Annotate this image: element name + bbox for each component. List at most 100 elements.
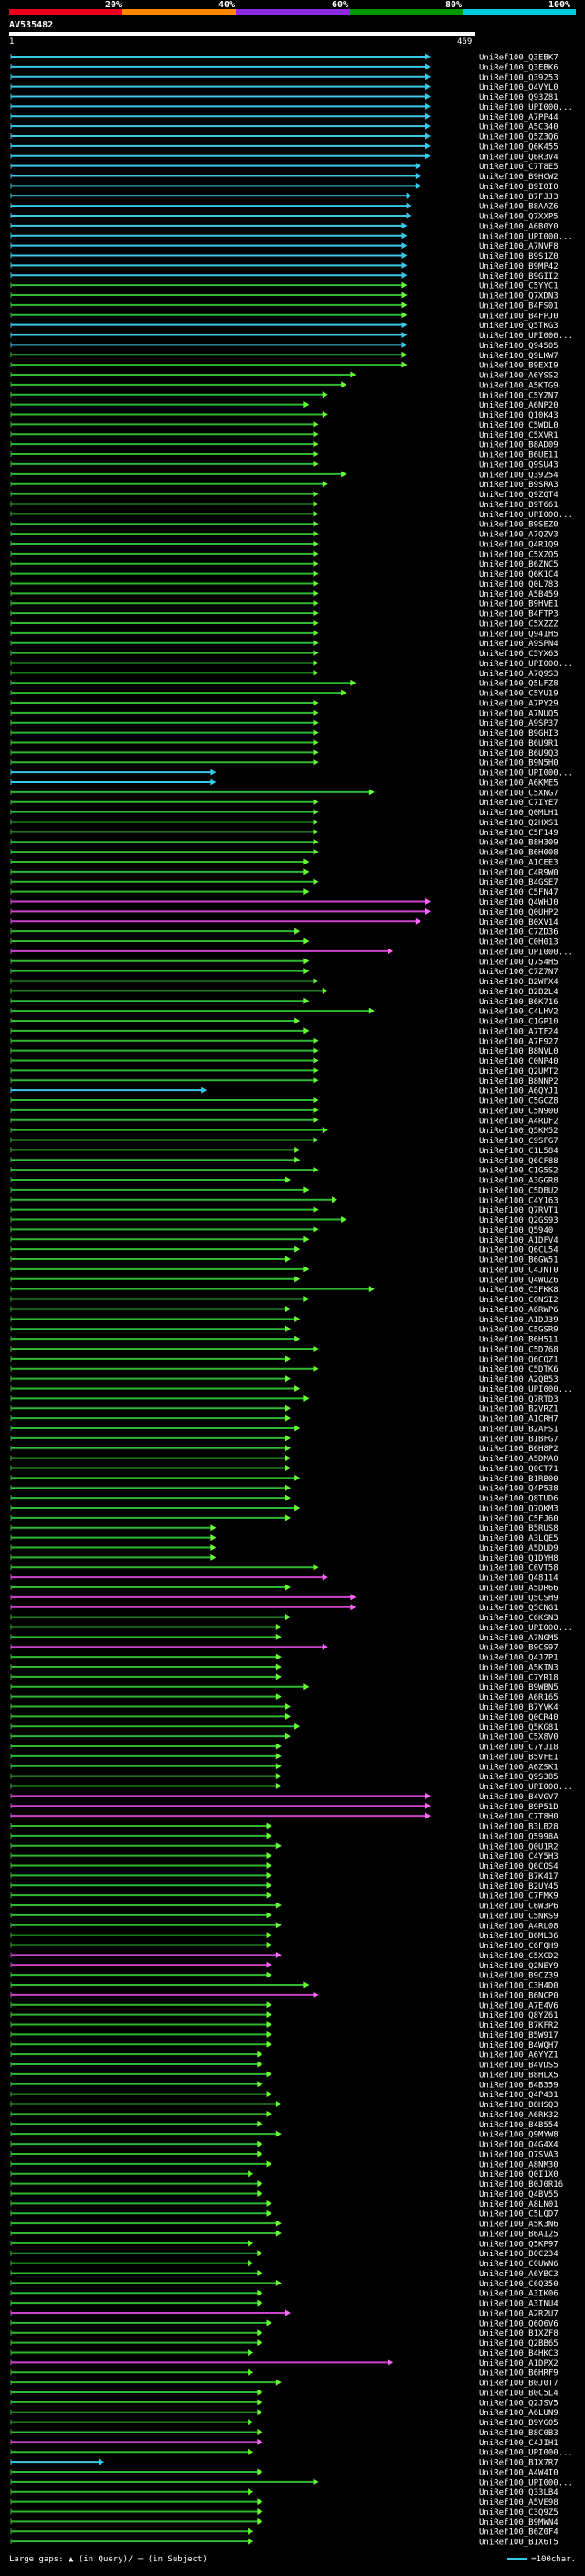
hit-row[interactable]: UniRef100_Q94IH5: [10, 630, 558, 639]
hit-label[interactable]: UniRef100_C0H013: [479, 938, 558, 948]
hit-label[interactable]: UniRef100_B0J0T7: [479, 2380, 558, 2389]
hit-row[interactable]: UniRef100_C5X8V0: [10, 1733, 558, 1743]
hit-row[interactable]: UniRef100_B6H8P2: [10, 1445, 558, 1454]
hit-row[interactable]: UniRef100_A2R2U7: [10, 2309, 558, 2318]
hit-row[interactable]: UniRef100_C5DBU2: [10, 1186, 558, 1195]
hit-row[interactable]: UniRef100_Q4WHJ0: [10, 898, 558, 907]
hit-row[interactable]: UniRef100_UPI000...: [10, 948, 573, 957]
hit-label[interactable]: UniRef100_Q7SVA3: [479, 2150, 558, 2159]
hit-row[interactable]: UniRef100_Q0U1R2: [10, 1842, 558, 1851]
hit-row[interactable]: UniRef100_B1RB00: [10, 1474, 558, 1484]
hit-label[interactable]: UniRef100_A1DPX2: [479, 2359, 558, 2369]
hit-label[interactable]: UniRef100_B8NVL0: [479, 1047, 558, 1056]
hit-row[interactable]: UniRef100_B7YVK4: [10, 1702, 558, 1712]
hit-label[interactable]: UniRef100_Q754H5: [479, 958, 558, 967]
hit-row[interactable]: UniRef100_B9P51D: [10, 1802, 558, 1812]
hit-row[interactable]: UniRef100_Q5940: [10, 1225, 553, 1235]
hit-label[interactable]: UniRef100_Q4P431: [479, 2091, 558, 2100]
hit-label[interactable]: UniRef100_C6FQH9: [479, 1942, 558, 1951]
hit-row[interactable]: UniRef100_Q6CL54: [10, 1246, 558, 1256]
hit-row[interactable]: UniRef100_Q9MYW8: [10, 2130, 558, 2140]
hit-label[interactable]: UniRef100_B6K716: [479, 998, 558, 1007]
hit-label[interactable]: UniRef100_B1RB00: [479, 1475, 558, 1484]
hit-row[interactable]: UniRef100_C5YU19: [10, 689, 558, 699]
hit-row[interactable]: UniRef100_B6GW51: [10, 1256, 558, 1266]
hit-label[interactable]: UniRef100_B6HRF9: [479, 2369, 558, 2379]
hit-row[interactable]: UniRef100_C6W3P6: [10, 1902, 558, 1912]
hit-label[interactable]: UniRef100_B7KFR2: [479, 2021, 558, 2030]
hit-label[interactable]: UniRef100_C5WDL0: [479, 421, 558, 430]
hit-row[interactable]: UniRef100_C4Y163: [10, 1196, 558, 1205]
hit-label[interactable]: UniRef100_C5NKS9: [479, 1912, 558, 1921]
hit-row[interactable]: UniRef100_C4LHV2: [10, 1007, 558, 1017]
hit-row[interactable]: UniRef100_Q6CF88: [10, 1156, 558, 1166]
hit-label[interactable]: UniRef100_C5XZQ5: [479, 550, 558, 559]
hit-row[interactable]: UniRef100_C5YX63: [10, 650, 558, 659]
hit-label[interactable]: UniRef100_B6ZNC5: [479, 560, 558, 569]
hit-row[interactable]: UniRef100_B0C5L4: [10, 2389, 558, 2398]
hit-row[interactable]: UniRef100_UPI000...: [10, 1384, 573, 1394]
hit-label[interactable]: UniRef100_C7YJ18: [479, 1744, 558, 1753]
hit-row[interactable]: UniRef100_C7T8E5: [10, 163, 558, 172]
hit-row[interactable]: UniRef100_Q2HXS1: [10, 818, 558, 828]
hit-row[interactable]: UniRef100_B9I0I0: [10, 182, 558, 192]
hit-row[interactable]: UniRef100_C5XNG7: [10, 789, 558, 798]
hit-row[interactable]: UniRef100_B3LB28: [10, 1822, 558, 1832]
hit-row[interactable]: UniRef100_B6ZNC5: [10, 560, 558, 569]
hit-row[interactable]: UniRef100_A6ZSK1: [10, 1763, 558, 1772]
hit-row[interactable]: UniRef100_Q0L783: [10, 579, 558, 589]
hit-row[interactable]: UniRef100_B9SEZ0: [10, 520, 558, 530]
hit-label[interactable]: UniRef100_C5D768: [479, 1345, 558, 1354]
hit-label[interactable]: UniRef100_A6YYZ1: [479, 2051, 558, 2061]
hit-row[interactable]: UniRef100_Q5CSH9: [10, 1594, 558, 1603]
hit-row[interactable]: UniRef100_B2UY45: [10, 1882, 558, 1892]
hit-row[interactable]: UniRef100_B0J0R16: [10, 2180, 563, 2189]
hit-label[interactable]: UniRef100_UPI000...: [479, 232, 573, 241]
hit-row[interactable]: UniRef100_A6R165: [10, 1693, 558, 1702]
hit-row[interactable]: UniRef100_C7FMK9: [10, 1892, 558, 1902]
hit-label[interactable]: UniRef100_B2UY45: [479, 1882, 558, 1892]
hit-label[interactable]: UniRef100_A3LQE5: [479, 1534, 558, 1543]
hit-label[interactable]: UniRef100_C5YX63: [479, 650, 558, 659]
hit-row[interactable]: UniRef100_C7YJ18: [10, 1743, 558, 1753]
hit-label[interactable]: UniRef100_B8H309: [479, 839, 558, 848]
hit-row[interactable]: UniRef100_B8NNP2: [10, 1076, 558, 1087]
hit-row[interactable]: UniRef100_Q4VYL0: [10, 83, 558, 92]
hit-label[interactable]: UniRef100_A1CEE3: [479, 858, 558, 867]
hit-label[interactable]: UniRef100_B9MWN4: [479, 2518, 558, 2528]
hit-label[interactable]: UniRef100_Q4J7P1: [479, 1654, 558, 1663]
hit-label[interactable]: UniRef100_A6KME5: [479, 779, 558, 788]
hit-label[interactable]: UniRef100_Q5LFZ8: [479, 680, 558, 689]
hit-label[interactable]: UniRef100_C9SFG7: [479, 1137, 558, 1146]
hit-row[interactable]: UniRef100_Q6K1C4: [10, 570, 558, 579]
hit-label[interactable]: UniRef100_A6YBC3: [479, 2270, 558, 2279]
hit-label[interactable]: UniRef100_B8HLX5: [479, 2071, 558, 2080]
hit-label[interactable]: UniRef100_A6ZSK1: [479, 1763, 558, 1772]
hit-label[interactable]: UniRef100_C1L584: [479, 1147, 558, 1156]
hit-row[interactable]: UniRef100_A9SP37: [10, 719, 558, 728]
hit-label[interactable]: UniRef100_A7E4V6: [479, 2001, 558, 2010]
hit-label[interactable]: UniRef100_Q4BV55: [479, 2190, 558, 2200]
hit-row[interactable]: UniRef100_C4R9W0: [10, 868, 558, 877]
hit-label[interactable]: UniRef100_C4LHV2: [479, 1008, 558, 1017]
hit-row[interactable]: UniRef100_B2B2L4: [10, 987, 558, 997]
hit-label[interactable]: UniRef100_Q5CNG1: [479, 1604, 558, 1613]
hit-label[interactable]: UniRef100_UPI000...: [479, 332, 573, 341]
hit-label[interactable]: UniRef100_Q4WUZ6: [479, 1276, 558, 1285]
hit-row[interactable]: UniRef100_A1DPX2: [10, 2359, 558, 2369]
hit-label[interactable]: UniRef100_C0NP40: [479, 1057, 558, 1066]
hit-label[interactable]: UniRef100_Q94IH5: [479, 630, 558, 639]
hit-row[interactable]: UniRef100_A6NP20: [10, 401, 558, 410]
hit-label[interactable]: UniRef100_A5KTG9: [479, 381, 558, 390]
hit-row[interactable]: UniRef100_Q0CR40: [10, 1712, 558, 1723]
hit-label[interactable]: UniRef100_B6Z0F4: [479, 2528, 558, 2538]
hit-label[interactable]: UniRef100_B9WBN5: [479, 1683, 558, 1692]
hit-label[interactable]: UniRef100_UPI000...: [479, 2449, 573, 2458]
hit-label[interactable]: UniRef100_B9YG05: [479, 2419, 558, 2428]
hit-label[interactable]: UniRef100_B4FS01: [479, 302, 558, 311]
hit-row[interactable]: UniRef100_C1G5S2: [10, 1166, 558, 1176]
hit-label[interactable]: UniRef100_B6AI25: [479, 2230, 558, 2239]
hit-label[interactable]: UniRef100_B0J0R16: [479, 2180, 563, 2189]
hit-label[interactable]: UniRef100_Q7XDN3: [479, 292, 558, 302]
hit-label[interactable]: UniRef100_A5C340: [479, 123, 558, 133]
